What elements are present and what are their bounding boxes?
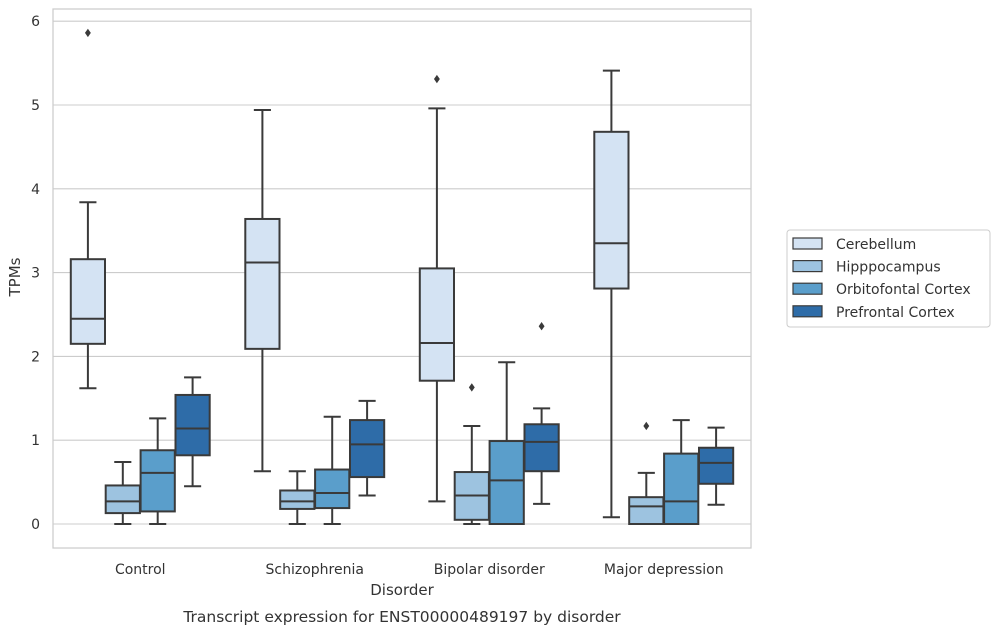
box-orbitofontal-cortex-0: [139, 417, 176, 525]
outlier-point: [643, 421, 650, 431]
legend-swatch: [792, 282, 823, 295]
box-orbitofontal-cortex-1: [314, 415, 351, 525]
y-tick-label: 6: [31, 14, 40, 30]
box-prefrontal-cortex-2: [523, 322, 560, 505]
legend-swatch: [792, 237, 823, 250]
box-cerebellum-3: [593, 69, 630, 519]
iqr-box: [69, 258, 107, 345]
chart-caption: Transcript expression for ENST0000048919…: [182, 608, 621, 626]
iqr-box: [697, 446, 735, 485]
iqr-box: [174, 393, 211, 457]
legend-label: Prefrontal Cortex: [836, 305, 955, 321]
iqr-box: [663, 452, 700, 525]
gridlines: [53, 20, 751, 525]
iqr-box: [139, 449, 176, 513]
box-hipppocampus-0: [104, 460, 141, 525]
box-cerebellum-0: [69, 28, 107, 390]
box-cerebellum-2: [418, 74, 456, 503]
legend-frame: [786, 229, 991, 328]
x-tick-label: Major depression: [604, 562, 724, 578]
iqr-box: [418, 267, 456, 382]
outlier-point: [468, 383, 475, 392]
y-tick-label: 3: [31, 266, 40, 282]
legend-label: Hipppocampus: [836, 260, 941, 276]
legend: Cerebellum Hipppocampus Orbitofontal Corte…: [786, 229, 991, 328]
box-orbitofontal-cortex-2: [488, 361, 525, 525]
legend-label: Cerebellum: [836, 237, 916, 253]
legend-swatch: [792, 305, 823, 318]
iqr-box: [244, 217, 281, 350]
legend-label: Orbitofontal Cortex: [836, 282, 971, 298]
y-axis-title: TPMs: [6, 257, 24, 297]
iqr-box: [104, 484, 141, 515]
legend-swatch: [792, 260, 823, 273]
iqr-box: [628, 496, 665, 525]
iqr-box: [279, 489, 316, 510]
x-axis-ticks: Control Schizophrenia Bipolar disorder Majo…: [115, 562, 724, 578]
box-marks: [69, 28, 735, 525]
iqr-box: [523, 423, 560, 473]
box-hipppocampus-2: [453, 383, 490, 525]
box-hipppocampus-1: [279, 470, 316, 525]
box-cerebellum-1: [244, 109, 281, 473]
plot-area-frame: [52, 8, 752, 549]
y-tick-label: 4: [31, 182, 40, 198]
y-tick-label: 5: [31, 98, 40, 114]
y-tick-label: 2: [31, 349, 40, 365]
box-prefrontal-cortex-3: [697, 426, 735, 506]
x-tick-label: Schizophrenia: [266, 562, 364, 578]
x-tick-label: Control: [115, 562, 166, 578]
legend-items: Cerebellum Hipppocampus Orbitofontal Corte…: [792, 237, 971, 321]
iqr-box: [348, 419, 386, 479]
outlier-point: [538, 322, 545, 331]
y-tick-label: 1: [31, 433, 40, 449]
iqr-box: [488, 440, 525, 525]
box-hipppocampus-3: [628, 421, 665, 525]
outlier-point: [84, 28, 91, 38]
y-tick-label: 0: [31, 517, 40, 533]
box-prefrontal-cortex-1: [348, 399, 386, 497]
y-axis-ticks: 0 1 2 3 4 5 6: [31, 14, 40, 533]
x-axis-title: Disorder: [370, 581, 434, 599]
iqr-box: [314, 468, 351, 510]
box-orbitofontal-cortex-3: [663, 419, 700, 525]
iqr-box: [593, 130, 630, 290]
x-tick-label: Bipolar disorder: [434, 562, 545, 578]
outlier-point: [433, 74, 440, 84]
box-prefrontal-cortex-0: [174, 376, 211, 488]
